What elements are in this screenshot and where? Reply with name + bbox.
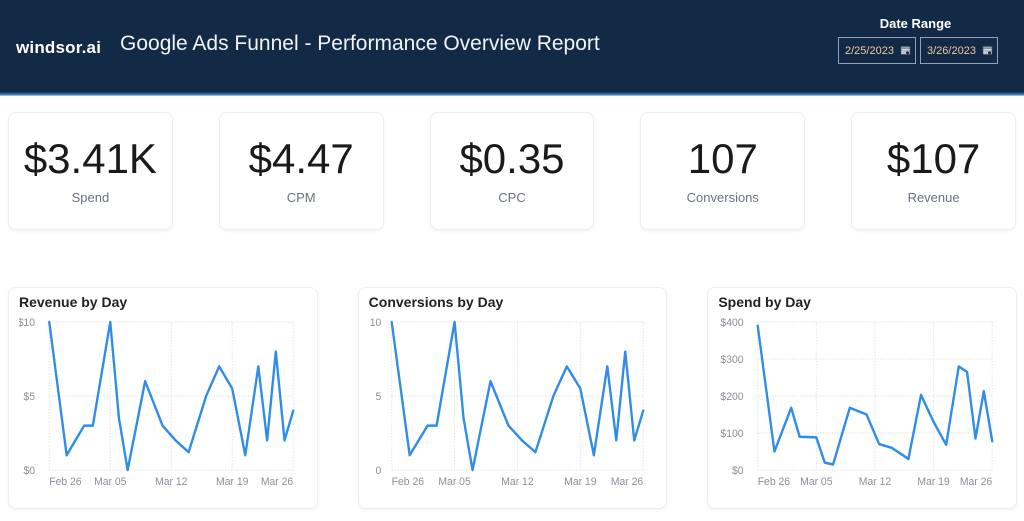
svg-text:Mar 05: Mar 05 xyxy=(801,476,833,488)
svg-text:Feb 26: Feb 26 xyxy=(49,476,81,488)
svg-text:5: 5 xyxy=(375,391,381,403)
svg-text:Feb 26: Feb 26 xyxy=(391,476,423,488)
svg-text:Mar 12: Mar 12 xyxy=(859,476,891,488)
svg-text:Mar 19: Mar 19 xyxy=(918,476,950,488)
svg-text:10: 10 xyxy=(369,317,381,329)
svg-text:0: 0 xyxy=(375,465,381,477)
svg-text:Mar 26: Mar 26 xyxy=(261,476,293,488)
svg-text:$100: $100 xyxy=(721,428,744,440)
svg-text:Mar 19: Mar 19 xyxy=(216,476,248,488)
svg-text:Mar 05: Mar 05 xyxy=(438,476,470,488)
svg-text:$300: $300 xyxy=(721,354,744,366)
svg-text:Feb 26: Feb 26 xyxy=(758,476,790,488)
svg-text:Mar 19: Mar 19 xyxy=(564,476,596,488)
svg-text:Mar 26: Mar 26 xyxy=(960,476,992,488)
svg-text:Mar 26: Mar 26 xyxy=(611,476,643,488)
svg-text:$0: $0 xyxy=(24,465,36,477)
svg-text:$200: $200 xyxy=(721,391,744,403)
svg-text:Mar 05: Mar 05 xyxy=(94,476,126,488)
svg-text:Mar 12: Mar 12 xyxy=(155,476,187,488)
svg-text:$400: $400 xyxy=(721,317,744,329)
svg-text:$5: $5 xyxy=(24,391,36,403)
svg-text:$10: $10 xyxy=(19,317,35,329)
svg-text:Mar 12: Mar 12 xyxy=(501,476,533,488)
svg-text:$0: $0 xyxy=(732,465,744,477)
